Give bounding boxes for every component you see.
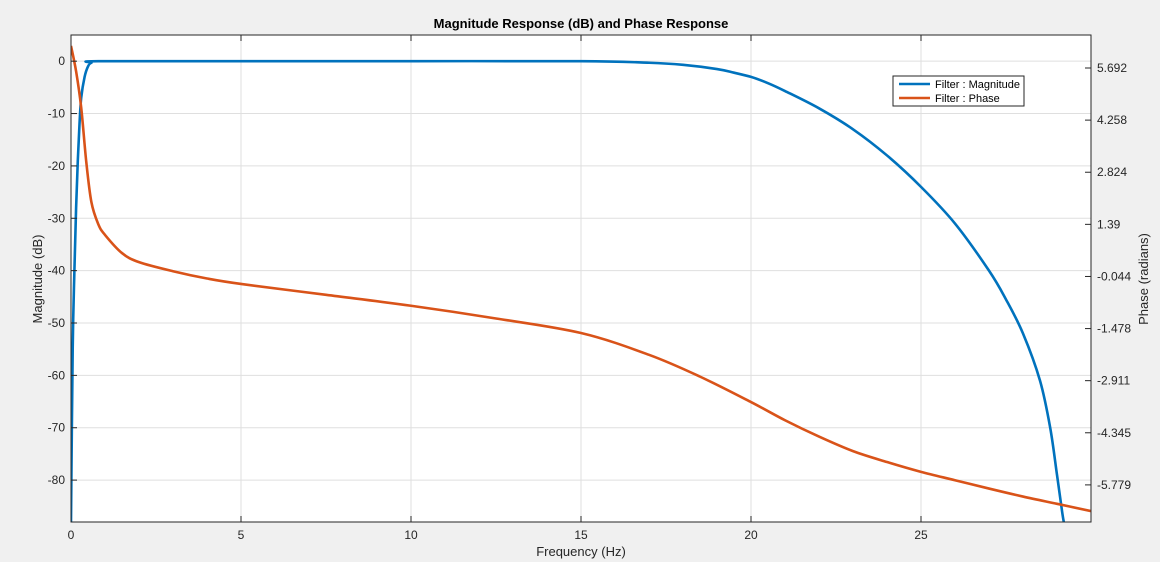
- y-left-tick-label: -20: [48, 159, 66, 173]
- y-left-tick-label: -50: [48, 316, 66, 330]
- x-tick-label: 10: [404, 528, 418, 542]
- y-axis-left-label: Magnitude (dB): [30, 235, 45, 324]
- y-right-tick-label: -0.044: [1097, 269, 1131, 283]
- y-right-tick-label: -5.779: [1097, 478, 1131, 492]
- x-tick-label: 25: [914, 528, 928, 542]
- y-left-tick-label: -80: [48, 473, 66, 487]
- legend-label-phase: Filter : Phase: [935, 93, 1000, 105]
- y-left-tick-label: -10: [48, 107, 66, 121]
- y-right-tick-label: -2.911: [1097, 374, 1130, 388]
- y-right-tick-label: 1.39: [1097, 217, 1121, 231]
- series-lines: [71, 45, 1091, 522]
- chart-title: Magnitude Response (dB) and Phase Respon…: [434, 16, 729, 31]
- y-right-tick-label: -4.345: [1097, 426, 1131, 440]
- y-left-tick-label: -30: [48, 211, 66, 225]
- x-axis-label: Frequency (Hz): [536, 544, 626, 559]
- legend[interactable]: Filter : Magnitude Filter : Phase: [892, 75, 1025, 107]
- x-tick-label: 0: [68, 528, 75, 542]
- magnitude-series-line: [71, 59, 1066, 522]
- y-right-tick-label: 5.692: [1097, 61, 1127, 75]
- y-right-tick-label: 4.258: [1097, 113, 1127, 127]
- x-tick-label: 15: [574, 528, 588, 542]
- y-right-tick-label: -1.478: [1097, 322, 1131, 336]
- axis-ticks: 0 5 10 15 20 25 0 -10 -20 -30 -40 -50 -60 -70 -80 5.692…: [48, 35, 1131, 542]
- x-tick-label: 5: [238, 528, 245, 542]
- x-tick-label: 20: [744, 528, 758, 542]
- y-right-tick-label: 2.824: [1097, 165, 1127, 179]
- y-left-tick-label: -40: [48, 264, 66, 278]
- y-left-tick-label: -60: [48, 368, 66, 382]
- legend-box: [892, 75, 1025, 107]
- y-left-tick-label: 0: [58, 54, 65, 68]
- y-axis-right-label: Phase (radians): [1136, 233, 1151, 325]
- y-left-tick-label: -70: [48, 421, 66, 435]
- legend-label-magnitude: Filter : Magnitude: [935, 79, 1020, 91]
- phase-series-line: [71, 45, 1091, 513]
